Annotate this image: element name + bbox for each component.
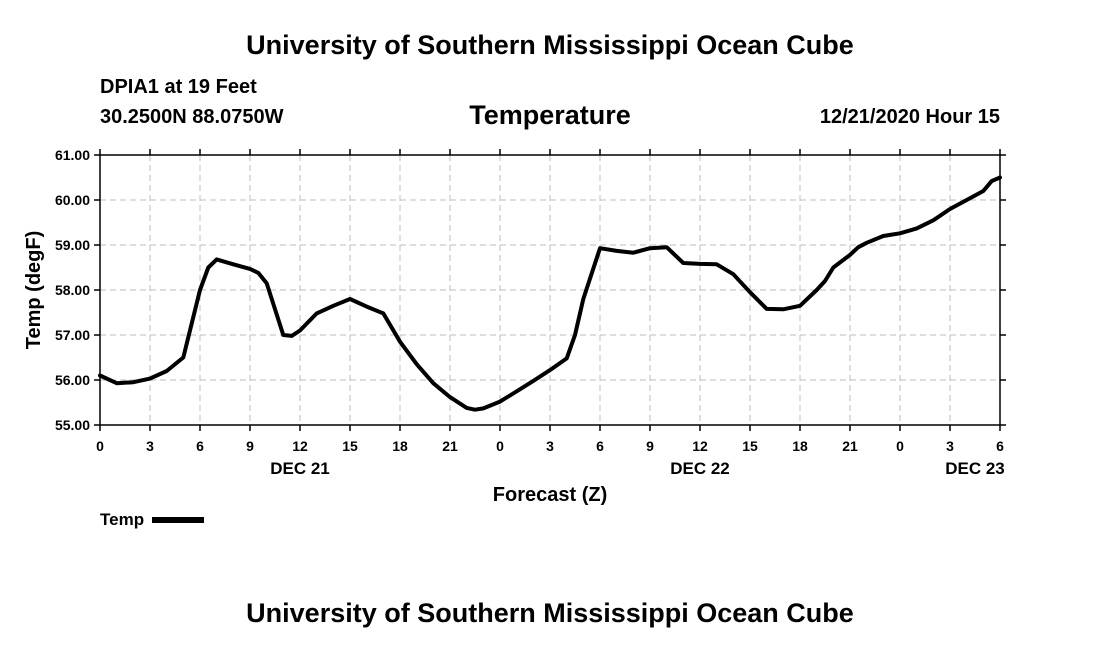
x-tick-label: 9 — [646, 438, 654, 454]
coordinates-label: 30.2500N 88.0750W — [100, 106, 284, 128]
x-tick-label: 3 — [946, 438, 954, 454]
x-tick-label: 3 — [146, 438, 154, 454]
x-tick-label: 18 — [792, 438, 808, 454]
legend: Temp — [100, 510, 205, 530]
date-label: DEC 23 — [945, 459, 1005, 478]
y-tick-label: 55.00 — [55, 417, 90, 433]
y-axis-title: Temp (degF) — [23, 231, 45, 350]
x-tick-label: 18 — [392, 438, 408, 454]
legend-swatch — [152, 517, 205, 523]
x-tick-label: 0 — [896, 438, 904, 454]
x-tick-label: 12 — [692, 438, 708, 454]
variable-title: Temperature — [469, 100, 631, 130]
date-label: DEC 21 — [270, 459, 330, 478]
x-tick-label: 21 — [842, 438, 858, 454]
x-tick-label: 21 — [442, 438, 458, 454]
y-tick-label: 59.00 — [55, 237, 90, 253]
station-label: DPIA1 at 19 Feet — [100, 76, 257, 98]
x-tick-label: 6 — [196, 438, 204, 454]
x-tick-label: 0 — [496, 438, 504, 454]
x-tick-label: 9 — [246, 438, 254, 454]
y-tick-label: 60.00 — [55, 192, 90, 208]
temp-series-line — [98, 175, 1002, 412]
x-tick-label: 3 — [546, 438, 554, 454]
x-tick-label: 15 — [742, 438, 758, 454]
x-tick-label: 12 — [292, 438, 308, 454]
y-tick-label: 56.00 — [55, 372, 90, 388]
y-tick-label: 57.00 — [55, 327, 90, 343]
x-tick-label: 15 — [342, 438, 358, 454]
plot-frame — [99, 154, 1001, 426]
legend-label: Temp — [100, 510, 145, 529]
y-tick-label: 61.00 — [55, 147, 90, 163]
x-tick-label: 6 — [596, 438, 604, 454]
x-tick-label: 6 — [996, 438, 1004, 454]
y-tick-label: 58.00 — [55, 282, 90, 298]
top-title: University of Southern Mississippi Ocean… — [246, 30, 854, 60]
bottom-title: University of Southern Mississippi Ocean… — [246, 598, 854, 628]
forecast-datetime: 12/21/2020 Hour 15 — [819, 106, 1000, 128]
x-tick-label: 0 — [96, 438, 104, 454]
date-label: DEC 22 — [670, 459, 730, 478]
x-axis-title: Forecast (Z) — [493, 484, 607, 506]
